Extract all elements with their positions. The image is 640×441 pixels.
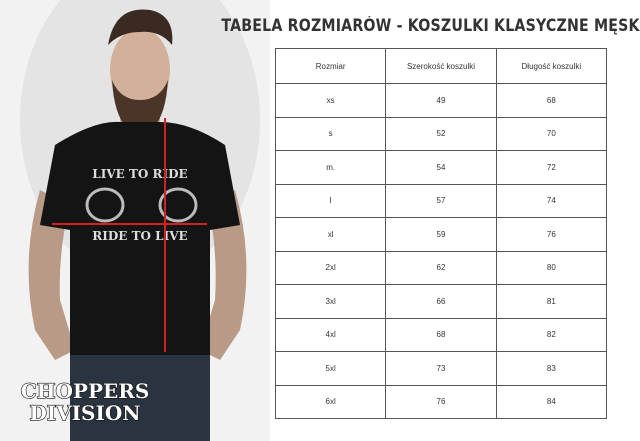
table-cell: 70 [495, 116, 608, 151]
table-cell: 49 [385, 83, 497, 118]
jeans [70, 355, 210, 441]
shirt-print: RIDE TO LIVE [92, 229, 187, 243]
table-cell: xl [274, 217, 387, 252]
table-row: 2xl 62 80 [274, 250, 608, 285]
table-cell: 83 [495, 351, 608, 386]
table-cell: 5xl [274, 351, 387, 386]
table-row: 4xl 68 82 [274, 317, 608, 352]
table-cell: 68 [495, 83, 608, 118]
table-cell: 73 [385, 351, 497, 386]
beard [112, 80, 168, 135]
table-cell: 66 [385, 284, 497, 319]
table-cell: 6xl [274, 384, 387, 419]
t-shirt [40, 121, 240, 355]
table-cell: s [274, 116, 387, 151]
table-cell: 59 [385, 217, 497, 252]
table-row: 5xl 73 83 [274, 351, 608, 386]
size-table: Rozmiar Szerokość koszulki Długość koszulk… [274, 48, 608, 419]
table-cell: 68 [385, 317, 497, 352]
table-cell: 3xl [274, 284, 387, 319]
table-row: l 57 74 [274, 183, 608, 218]
table-row: m. 54 72 [274, 150, 608, 185]
table-cell: 4xl [274, 317, 387, 352]
table-cell: 54 [385, 150, 497, 185]
table-cell: m. [274, 150, 387, 185]
table-cell: 72 [495, 150, 608, 185]
shirt-print: LIVE TO RIDE [92, 167, 187, 181]
table-cell: 2xl [274, 250, 387, 285]
table-cell: l [274, 183, 387, 218]
model-photo: LIVE TO RIDE RIDE TO LIVE CHOPPERS DIVIS… [0, 0, 270, 441]
right-arm [200, 190, 247, 360]
table-cell: 81 [495, 284, 608, 319]
column-header: Szerokość koszulki [385, 48, 497, 84]
table-row: xl 59 76 [274, 217, 608, 252]
table-row: s 52 70 [274, 116, 608, 151]
table-cell: 62 [385, 250, 497, 285]
column-header: Rozmiar [274, 48, 387, 84]
table-cell: 84 [495, 384, 608, 419]
logo: CHOPPERS [21, 379, 150, 403]
hair [108, 9, 173, 45]
table-cell: 80 [495, 250, 608, 285]
table-cell: 82 [495, 317, 608, 352]
page-title: TABELA ROZMIARÓW - KOSZULKI KLASYCZNE MĘ… [221, 16, 640, 35]
table-cell: xs [274, 83, 387, 118]
table-row: 3xl 66 81 [274, 284, 608, 319]
shirt-graphic [158, 187, 198, 223]
table-cell: 57 [385, 183, 497, 218]
table-cell: 74 [495, 183, 608, 218]
table-cell: 76 [385, 384, 497, 419]
head [110, 28, 170, 112]
table-body: xs 49 68 s 52 70 m. 54 72 l 57 74 xl 59 76 2xl 62 80 3xl 66… [274, 83, 608, 419]
shirt-graphic [85, 187, 125, 223]
table-cell: 76 [495, 217, 608, 252]
table-cell: 52 [385, 116, 497, 151]
column-header: Długość koszulki [495, 48, 608, 84]
logo: DIVISION [29, 401, 140, 425]
header-row: Rozmiar Szerokość koszulki Długość koszulk… [274, 48, 608, 84]
table-row: xs 49 68 [274, 83, 608, 118]
table-row: 6xl 76 84 [274, 384, 608, 419]
left-arm [28, 190, 76, 360]
